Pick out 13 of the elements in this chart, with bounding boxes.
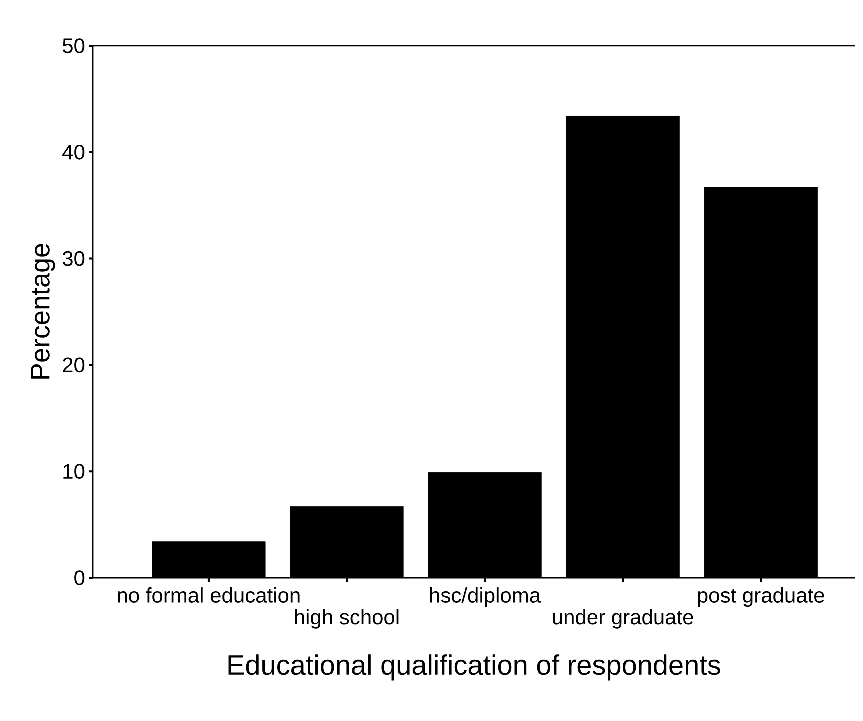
x-tick-label: under graduate — [553, 609, 694, 629]
y-tick-label: 20 — [63, 358, 85, 373]
y-tick-label: 40 — [62, 144, 85, 160]
y-tick-label: 10 — [64, 464, 85, 480]
x-axis-title: Educational qualification of respondents — [228, 654, 720, 681]
y-tick-label: 30 — [62, 251, 85, 266]
y-tick-label: 50 — [62, 38, 85, 54]
y-tick-label: 0 — [74, 570, 85, 586]
x-tick-label: post graduate — [698, 588, 824, 608]
x-tick-label: hsc/diploma — [430, 588, 542, 608]
y-axis-title: Percentage — [31, 244, 56, 379]
x-tick-label: high school — [295, 609, 399, 629]
x-tick-label: no formal education — [118, 588, 300, 603]
